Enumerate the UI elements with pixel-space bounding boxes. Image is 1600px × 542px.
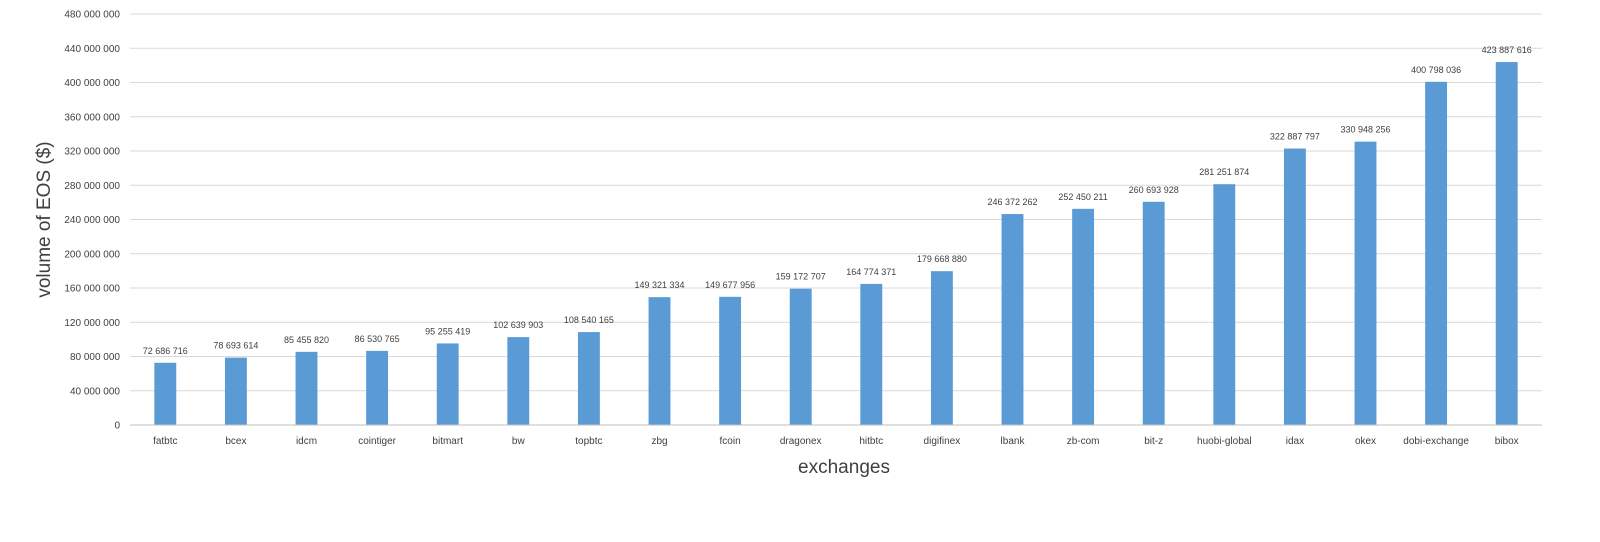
x-tick-label-zbg: zbg <box>651 436 667 447</box>
bar-idcm <box>295 351 318 425</box>
data-label-dobi-exchange: 400 798 036 <box>1411 65 1461 75</box>
x-tick-label-bitmart: bitmart <box>432 436 463 447</box>
data-label-bit-z: 260 693 928 <box>1129 185 1179 195</box>
bar-bw <box>507 337 530 425</box>
y-tick-label: 360 000 000 <box>64 112 120 123</box>
y-axis-title: volume of EOS ($) <box>34 141 55 297</box>
data-label-lbank: 246 372 262 <box>987 197 1037 207</box>
bar-idax <box>1283 148 1306 425</box>
y-tick-label: 80 000 000 <box>70 352 120 363</box>
y-tick-label: 200 000 000 <box>64 249 120 260</box>
bar-topbtc <box>577 332 600 425</box>
bar-hitbtc <box>860 283 883 425</box>
y-tick-label: 480 000 000 <box>64 10 120 21</box>
axes: 0 40 000 000 80 000 000 120 000 000 160 000 … <box>64 10 1542 447</box>
y-tick-label: 320 000 000 <box>64 147 120 158</box>
bar-huobi-global <box>1213 184 1236 425</box>
x-tick-label-okex: okex <box>1355 436 1376 447</box>
x-tick-label-zb-com: zb-com <box>1067 436 1100 447</box>
data-labels: 72 686 716 78 693 614 85 455 820 86 530 765… <box>143 45 1532 356</box>
bar-bitmart <box>436 343 459 425</box>
data-label-zbg: 149 321 334 <box>634 280 684 290</box>
x-tick-label-dobi-exchange: dobi-exchange <box>1403 436 1469 447</box>
y-tick-label: 280 000 000 <box>64 181 120 192</box>
data-label-topbtc: 108 540 165 <box>564 315 614 325</box>
x-tick-label-topbtc: topbtc <box>575 436 602 447</box>
x-tick-label-bit-z: bit-z <box>1144 436 1163 447</box>
bar-okex <box>1354 141 1377 425</box>
data-label-digifinex: 179 668 880 <box>917 254 967 264</box>
y-tick-label: 440 000 000 <box>64 44 120 55</box>
x-tick-label-bibox: bibox <box>1495 436 1519 447</box>
data-label-okex: 330 948 256 <box>1340 125 1390 135</box>
data-label-idcm: 85 455 820 <box>284 335 329 345</box>
data-label-hitbtc: 164 774 371 <box>846 267 896 277</box>
bar-fatbtc <box>154 362 177 425</box>
y-tick-label: 120 000 000 <box>64 318 120 329</box>
data-label-bitmart: 95 255 419 <box>425 326 470 336</box>
y-tick-label: 40 000 000 <box>70 386 120 397</box>
x-tick-label-fatbtc: fatbtc <box>153 436 177 447</box>
y-tick-label: 240 000 000 <box>64 215 120 226</box>
data-label-fcoin: 149 677 956 <box>705 280 755 290</box>
data-label-fatbtc: 72 686 716 <box>143 346 188 356</box>
bar-zb-com <box>1072 208 1095 425</box>
x-tick-label-bw: bw <box>512 436 526 447</box>
data-label-bw: 102 639 903 <box>493 320 543 330</box>
bar-digifinex <box>930 271 953 425</box>
x-tick-label-huobi-global: huobi-global <box>1197 436 1252 447</box>
y-tick-label: 160 000 000 <box>64 284 120 295</box>
x-tick-label-hitbtc: hitbtc <box>859 436 883 447</box>
x-tick-label-fcoin: fcoin <box>720 436 741 447</box>
x-tick-label-bcex: bcex <box>225 436 246 447</box>
y-tick-label: 0 <box>114 421 120 432</box>
data-label-dragonex: 159 172 707 <box>776 272 826 282</box>
x-axis-title: exchanges <box>798 457 890 478</box>
bar-cointiger <box>366 350 389 425</box>
bar-fcoin <box>719 296 742 425</box>
x-tick-label-idcm: idcm <box>296 436 317 447</box>
x-tick-label-cointiger: cointiger <box>358 436 396 447</box>
bar-bit-z <box>1142 201 1165 425</box>
y-tick-label: 400 000 000 <box>64 78 120 89</box>
data-label-bibox: 423 887 616 <box>1482 45 1532 55</box>
bars <box>154 62 1518 425</box>
data-label-idax: 322 887 797 <box>1270 132 1320 142</box>
bar-dobi-exchange <box>1425 81 1448 425</box>
x-tick-label-digifinex: digifinex <box>924 436 961 447</box>
bar-dragonex <box>789 288 812 425</box>
data-label-bcex: 78 693 614 <box>213 341 258 351</box>
x-tick-label-lbank: lbank <box>1001 436 1026 447</box>
data-label-cointiger: 86 530 765 <box>355 334 400 344</box>
x-tick-label-dragonex: dragonex <box>780 436 822 447</box>
data-label-zb-com: 252 450 211 <box>1058 192 1107 202</box>
data-label-huobi-global: 281 251 874 <box>1199 167 1249 177</box>
x-tick-label-idax: idax <box>1286 436 1304 447</box>
gridlines <box>130 13 1542 392</box>
bar-zbg <box>648 297 671 425</box>
bar-bibox <box>1495 62 1518 425</box>
bar-lbank <box>1001 214 1024 425</box>
bar-bcex <box>224 357 247 425</box>
